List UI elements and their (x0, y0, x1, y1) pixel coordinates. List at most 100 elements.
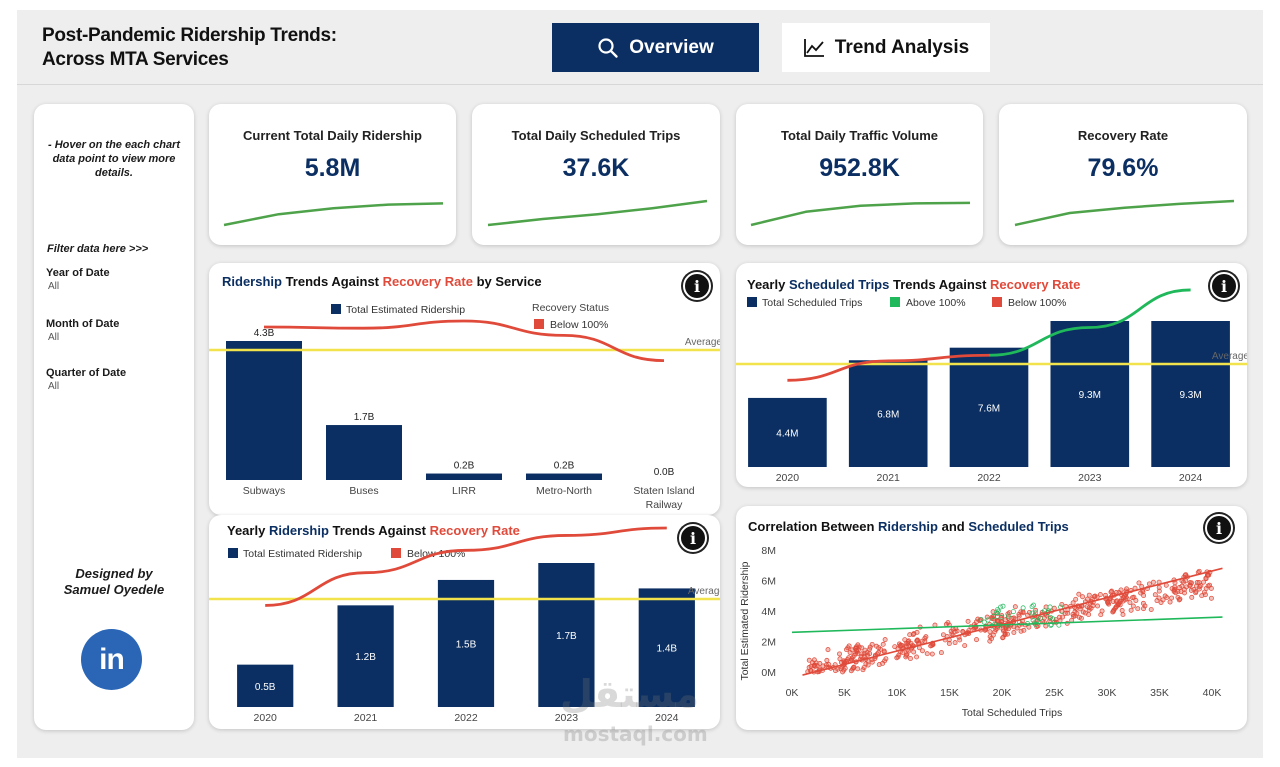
scatter-point[interactable] (1005, 613, 1011, 619)
scatter-point[interactable] (858, 654, 864, 660)
scatter-point[interactable] (940, 632, 946, 638)
scatter-point[interactable] (1084, 596, 1090, 602)
scatter-point[interactable] (1140, 600, 1146, 606)
scatter-point[interactable] (922, 638, 928, 644)
scatter-point[interactable] (824, 657, 830, 663)
scatter-point[interactable] (1037, 615, 1043, 621)
scatter-point[interactable] (1059, 601, 1065, 607)
scatter-point[interactable] (1130, 603, 1136, 609)
scatter-point[interactable] (806, 657, 812, 663)
scatter-point[interactable] (957, 637, 963, 643)
scatter-point[interactable] (851, 664, 857, 670)
scatter-point[interactable] (1000, 635, 1006, 641)
scatter-point[interactable] (1029, 610, 1035, 616)
scatter-point[interactable] (1094, 594, 1100, 600)
scatter-point[interactable] (1156, 588, 1162, 594)
scatter-point[interactable] (903, 654, 909, 660)
scatter-point[interactable] (1018, 609, 1024, 615)
filter-month-select[interactable]: All (48, 332, 60, 343)
scatter-point[interactable] (897, 643, 903, 649)
scatter-point[interactable] (817, 661, 823, 666)
scatter-point[interactable] (1172, 584, 1178, 590)
scatter-point[interactable] (1065, 610, 1071, 616)
scatter-point[interactable] (905, 640, 911, 646)
scatter-point[interactable] (1109, 588, 1115, 594)
scatter-point[interactable] (1169, 595, 1175, 601)
scatter-point[interactable] (835, 666, 841, 672)
scatter-point[interactable] (1106, 601, 1112, 607)
scatter-point[interactable] (1167, 599, 1173, 605)
scatter-point[interactable] (984, 614, 990, 620)
scatter-point[interactable] (1203, 575, 1209, 581)
scatter-point[interactable] (865, 652, 871, 658)
scatter-point[interactable] (837, 651, 842, 657)
scatter-point[interactable] (900, 650, 906, 656)
scatter-point[interactable] (896, 652, 902, 658)
scatter-point[interactable] (1140, 589, 1146, 595)
scatter-point[interactable] (1183, 578, 1189, 584)
scatter-point[interactable] (954, 628, 960, 634)
scatter-point[interactable] (1021, 627, 1027, 633)
info-icon[interactable]: i (1210, 272, 1238, 300)
scatter-point[interactable] (1097, 592, 1103, 598)
scatter-point[interactable] (883, 656, 889, 662)
scatter-point[interactable] (1208, 585, 1214, 591)
scatter-point[interactable] (1130, 595, 1135, 601)
scatter-point[interactable] (1120, 595, 1126, 601)
scatter-point[interactable] (1163, 582, 1169, 588)
scatter-point[interactable] (1160, 597, 1166, 603)
scatter-point[interactable] (911, 649, 917, 655)
scatter-point[interactable] (1150, 579, 1156, 585)
scatter-point[interactable] (924, 651, 930, 657)
scatter-point[interactable] (1194, 580, 1200, 585)
scatter-point[interactable] (1156, 595, 1162, 601)
scatter-point[interactable] (1171, 589, 1177, 594)
scatter-point[interactable] (1128, 607, 1134, 613)
scatter-point[interactable] (1086, 612, 1092, 617)
scatter-point[interactable] (1098, 612, 1104, 618)
scatter-point[interactable] (1206, 572, 1212, 578)
scatter-point[interactable] (1070, 600, 1076, 606)
scatter-point[interactable] (846, 643, 852, 649)
scatter-point[interactable] (962, 643, 968, 649)
scatter-point[interactable] (995, 613, 1000, 619)
scatter-point[interactable] (1177, 585, 1182, 590)
scatter-point[interactable] (911, 631, 917, 637)
scatter-point[interactable] (952, 640, 958, 646)
scatter-point[interactable] (1012, 604, 1018, 610)
scatter-point[interactable] (1136, 580, 1142, 586)
scatter-point[interactable] (1080, 594, 1085, 600)
scatter-point[interactable] (965, 618, 971, 624)
scatter-point[interactable] (1034, 624, 1040, 630)
scatter-point[interactable] (1164, 595, 1170, 601)
scatter-point[interactable] (1201, 589, 1207, 595)
scatter-point[interactable] (1095, 603, 1101, 609)
ridership-by-service-chart[interactable]: Total Estimated Ridership Recovery Status… (209, 263, 720, 515)
linkedin-icon[interactable]: in (81, 629, 142, 690)
scatter-point[interactable] (880, 641, 886, 647)
scatter-point[interactable] (1086, 592, 1092, 598)
scatter-point[interactable] (867, 646, 873, 652)
scatter-point[interactable] (876, 645, 882, 651)
scatter-point[interactable] (1124, 586, 1130, 592)
scatter-point[interactable] (1188, 587, 1194, 593)
info-icon[interactable]: i (679, 524, 707, 552)
scatter-point[interactable] (1078, 615, 1084, 621)
scatter-point[interactable] (1047, 604, 1053, 610)
scatter-point[interactable] (974, 637, 979, 643)
scatter-point[interactable] (985, 617, 991, 623)
scatter-point[interactable] (1135, 606, 1141, 612)
scatter-point[interactable] (823, 662, 829, 668)
scatter-point[interactable] (1011, 630, 1017, 635)
filter-quarter-select[interactable]: All (48, 381, 60, 392)
scatter-point[interactable] (880, 660, 886, 666)
scatter-point[interactable] (1152, 592, 1158, 598)
scatter-point[interactable] (1179, 583, 1185, 589)
scatter-point[interactable] (1156, 585, 1162, 590)
trend-analysis-button[interactable]: Trend Analysis (782, 23, 990, 72)
scatter-point[interactable] (993, 627, 999, 633)
scatter-point[interactable] (1016, 613, 1022, 619)
scatter-point[interactable] (1110, 608, 1116, 614)
scatter-point[interactable] (1051, 605, 1057, 611)
scatter-point[interactable] (1189, 594, 1195, 600)
